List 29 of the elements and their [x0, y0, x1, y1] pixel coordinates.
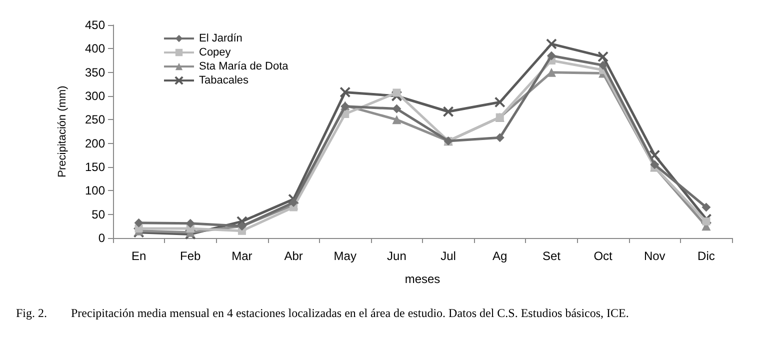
y-tick-label: 250 [84, 112, 106, 127]
x-tick-label: May [334, 249, 356, 263]
y-tick-label: 200 [84, 136, 106, 150]
x-tick-label: Ag [492, 249, 508, 263]
x-axis-title: meses [404, 272, 440, 286]
legend-label: Sta María de Dota [199, 60, 290, 72]
x-tick-label: Feb [180, 249, 202, 263]
y-axis-title: Precipitación (mm) [56, 86, 68, 178]
legend-label: Copey [199, 46, 232, 58]
x-tick-label: Set [542, 249, 562, 263]
x-tick-label: Jun [387, 249, 406, 263]
y-tick-label: 0 [98, 231, 106, 245]
x-tick-label: En [131, 249, 146, 263]
legend-label: El Jardín [199, 32, 242, 44]
x-tick-label: Mar [232, 249, 252, 263]
x-tick-label: Nov [644, 249, 666, 263]
y-tick-label: 450 [84, 18, 106, 32]
x-tick-label: Oct [594, 249, 614, 263]
y-tick-label: 100 [84, 184, 106, 198]
y-tick-label: 300 [84, 89, 106, 103]
y-tick-label: 350 [84, 65, 106, 80]
caption: Fig. 2. Precipitación media mensual en 4 estaciones localizadas en el área de estudio. Datos del C.S. Estudios básicos, ICE. [16, 306, 629, 320]
y-tick-label: 400 [84, 42, 106, 56]
y-tick-label: 150 [84, 160, 106, 174]
x-tick-label: Jul [440, 249, 456, 263]
x-tick-label: Abr [284, 249, 303, 263]
x-tick-label: Dic [698, 249, 715, 263]
y-tick-label: 50 [92, 207, 106, 222]
legend-label: Tabacales [199, 74, 250, 86]
